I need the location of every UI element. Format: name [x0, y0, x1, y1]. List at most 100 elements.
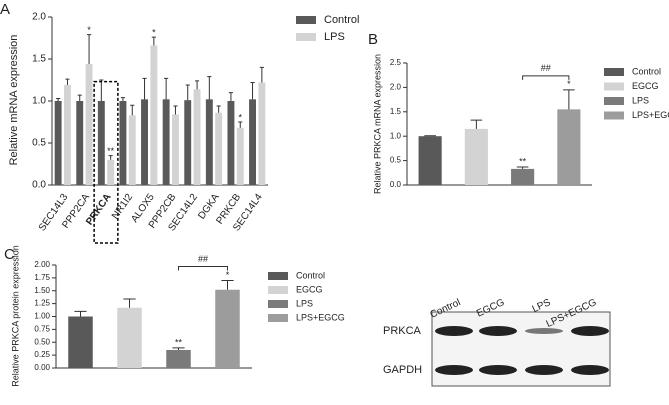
legend-swatch: [604, 82, 624, 91]
legend-swatch: [296, 33, 316, 41]
significance-mark: *: [239, 112, 243, 122]
legend-label: LPS+EGCG: [296, 312, 345, 322]
y-tick-label: 1.00: [34, 312, 50, 321]
comparison-label: ##: [541, 63, 551, 73]
error-bar: [123, 298, 136, 308]
blot-frame: [431, 311, 611, 387]
blot-band: [525, 328, 563, 334]
y-tick-label: 0.50: [34, 337, 50, 346]
y-tick-label: 1.25: [34, 299, 50, 308]
y-tick-label: 1.75: [34, 273, 50, 282]
error-bar: [185, 84, 190, 101]
y-tick-label: 0.5: [32, 138, 46, 149]
bar: [117, 307, 142, 368]
y-axis-label: Relative PRKCA protein expression: [10, 245, 20, 387]
bar: [418, 136, 442, 185]
legend-label: Control: [632, 66, 661, 76]
significance-mark: **: [107, 146, 115, 156]
error-bar: [164, 77, 169, 100]
row-label: GAPDH: [383, 364, 422, 376]
error-bar: [194, 80, 200, 90]
bar: [511, 168, 535, 185]
significance-mark: *: [226, 270, 230, 280]
y-tick-label: 2.00: [34, 260, 50, 269]
bar: [557, 109, 581, 185]
bar: [193, 89, 201, 185]
error-bar: [120, 97, 126, 101]
comparison-label: ##: [198, 254, 208, 264]
bar: [76, 101, 84, 185]
error-bar: [172, 347, 185, 350]
error-bar: [207, 76, 212, 100]
error-bar: [221, 279, 234, 290]
error-bar: [250, 82, 255, 100]
legend-label: LPS+EGCG: [632, 110, 669, 120]
y-tick-label: 0.75: [34, 324, 50, 333]
y-tick-label: 1.0: [32, 96, 46, 107]
bar: [85, 64, 93, 185]
y-axis-label: Relative mRNA expression: [8, 35, 20, 166]
blot-band: [435, 326, 473, 336]
y-tick-label: 2.0: [32, 12, 46, 23]
bar: [119, 101, 127, 185]
y-tick-label: 1.0: [390, 131, 402, 140]
legend-label: EGCG: [632, 81, 659, 91]
error-bar: [238, 121, 243, 128]
error-bar: [99, 79, 104, 101]
legend-swatch: [268, 272, 288, 280]
legend-swatch: [296, 16, 316, 24]
y-tick-label: 1.50: [34, 286, 50, 295]
legend-label: EGCG: [296, 284, 323, 294]
blot-band: [571, 326, 609, 336]
legend-swatch: [268, 300, 288, 308]
error-bar: [65, 78, 70, 86]
panel-letter: A: [0, 1, 10, 18]
legend-label: LPS: [296, 298, 313, 308]
bar: [141, 99, 148, 185]
error-bar: [86, 34, 92, 65]
bar: [249, 99, 256, 185]
error-bar: [259, 66, 264, 83]
y-tick-label: 1.5: [390, 107, 402, 116]
comparison-bracket: [178, 265, 228, 271]
legend-swatch: [604, 68, 624, 76]
error-bar: [563, 89, 575, 110]
y-tick-label: 1.5: [32, 54, 46, 65]
bar: [236, 127, 244, 185]
significance-mark: *: [567, 79, 571, 89]
bar: [150, 45, 158, 186]
bar: [172, 114, 179, 185]
legend-label: Control: [324, 14, 359, 26]
error-bar: [470, 119, 483, 129]
significance-mark: **: [519, 156, 527, 166]
bar: [97, 101, 105, 185]
significance-mark: **: [175, 337, 183, 347]
bar: [68, 316, 93, 368]
error-bar: [56, 97, 61, 101]
blot-band: [435, 365, 473, 375]
panel-letter: B: [368, 31, 378, 48]
error-bar: [142, 77, 147, 100]
legend-swatch: [604, 111, 624, 120]
error-bar: [216, 105, 221, 113]
y-tick-label: 2.5: [390, 58, 402, 67]
y-axis-label: Relative PRKCA mRNA expression: [372, 54, 382, 194]
error-bar: [74, 310, 87, 317]
y-tick-label: 0.25: [34, 350, 50, 359]
bar: [166, 349, 191, 368]
bar: [184, 100, 192, 185]
bar: [107, 159, 115, 185]
error-bar: [228, 92, 234, 101]
bar: [258, 82, 266, 185]
error-bar: [516, 166, 529, 169]
y-tick-label: 0.5: [390, 156, 402, 165]
y-tick-label: 0.0: [32, 180, 46, 191]
error-bar: [77, 94, 82, 101]
legend-swatch: [268, 314, 288, 322]
legend-label: LPS: [632, 95, 649, 105]
bar: [64, 85, 71, 185]
comparison-bracket: [522, 75, 570, 80]
legend-label: LPS: [324, 31, 345, 43]
